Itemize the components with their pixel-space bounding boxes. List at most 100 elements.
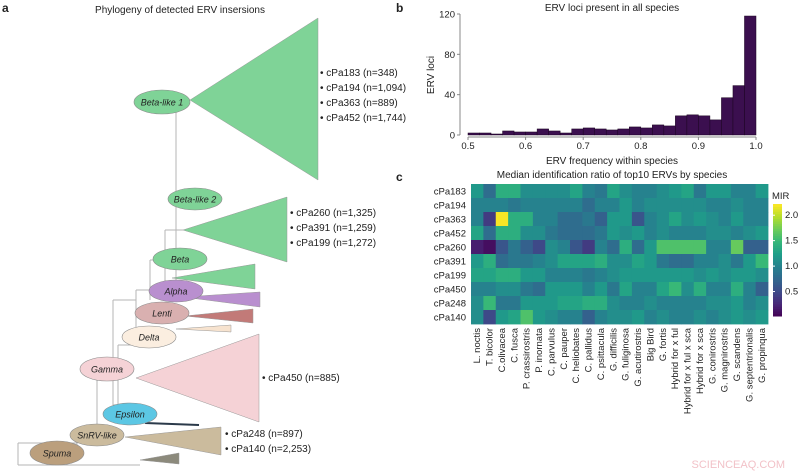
panel-label-a: a (2, 1, 9, 15)
heatmap-cell (570, 310, 583, 325)
clade-triangle-delta (175, 324, 232, 333)
heatmap-cell (755, 282, 769, 297)
erv-label: • cPa183 (n=348) (320, 68, 398, 79)
heatmap-cell (631, 310, 645, 325)
colorbar-segment (773, 233, 782, 237)
colorbar-segment (773, 294, 782, 298)
heatmap-column-label: P. inornata (534, 327, 545, 372)
heatmap-column-label: C. parvulus (546, 328, 557, 376)
heatmap-row-label: cPa260 (434, 243, 466, 254)
heatmap-cell (520, 212, 534, 227)
watermark: SCIENCEAQ.COM (691, 459, 785, 471)
heatmap-cell (483, 254, 497, 269)
x-tick-label: 0.5 (461, 141, 474, 152)
heatmap-cell (495, 268, 509, 283)
colorbar-segment (773, 303, 782, 307)
clade-label-lenti: Lenti (152, 309, 173, 319)
heatmap-cell (743, 310, 757, 325)
clade-triangle-beta-like-2 (182, 196, 288, 263)
heatmap-cell (483, 198, 497, 213)
heatmap-cell (718, 184, 732, 199)
histogram-bar (467, 132, 480, 136)
heatmap-column-label: C.olivacea (497, 327, 508, 372)
heatmap-cell (545, 240, 559, 255)
clade-ellipse-delta (121, 325, 177, 349)
heatmap-cell (681, 184, 695, 199)
heatmap-cell (607, 212, 620, 227)
heatmap-cell (669, 310, 682, 325)
heatmap-cell (570, 296, 583, 311)
heatmap-cell (495, 212, 509, 227)
heatmap-cell (607, 184, 620, 199)
erv-label: • cPa452 (n=1,744) (320, 113, 406, 124)
heatmap-cell (718, 212, 732, 227)
heatmap-cell (644, 282, 658, 297)
heatmap-cell (594, 254, 608, 269)
heatmap-cell (656, 296, 670, 311)
heatmap-cell (570, 226, 583, 241)
heatmap-column-label: Hybrid for x ful x sca (683, 327, 694, 414)
heatmap-column-label: L. noctis (472, 328, 483, 364)
histogram-title: ERV loci present in all species (545, 3, 679, 14)
x-tick-label: 0.7 (577, 141, 590, 152)
heatmap-column-label: G. fuliginosa (621, 327, 632, 381)
histogram-bar (548, 130, 561, 136)
heatmap-cell (520, 310, 534, 325)
colorbar-segment (773, 245, 782, 249)
histogram-bar (479, 132, 492, 136)
colorbar-segment (773, 272, 782, 276)
colorbar-segment (773, 218, 782, 222)
heatmap-cell (508, 226, 521, 241)
x-tick-label: 1.0 (749, 141, 762, 152)
histogram-y-label: ERV loci (426, 56, 437, 94)
heatmap-cell (532, 198, 546, 213)
heatmap-row-label: cPa194 (434, 201, 466, 212)
colorbar-segment (773, 208, 782, 212)
colorbar-segment (773, 286, 782, 290)
colorbar-segment (773, 281, 782, 285)
heatmap-cell (570, 184, 583, 199)
heatmap-cell (669, 212, 682, 227)
colorbar-segment (773, 238, 782, 242)
heatmap-cell (644, 254, 658, 269)
colorbar-title: MIR (772, 191, 790, 202)
heatmap-cell (495, 184, 509, 199)
heatmap-cell (582, 254, 596, 269)
heatmap-cell (755, 240, 769, 255)
heatmap-column-label: G. fortis (658, 328, 669, 362)
heatmap-cell (471, 226, 484, 241)
heatmap-cell (545, 310, 559, 325)
heatmap-cell (743, 198, 757, 213)
colorbar-segment (773, 252, 782, 256)
x-tick-label: 0.6 (519, 141, 532, 152)
heatmap-cell (495, 254, 509, 269)
heatmap-cell (669, 240, 682, 255)
clade-ellipse-gamma (79, 356, 135, 382)
heatmap-cell (545, 184, 559, 199)
heatmap-cell (545, 254, 559, 269)
heatmap-cell (755, 212, 769, 227)
heatmap-cell (656, 310, 670, 325)
heatmap-cell (681, 296, 695, 311)
heatmap-cell (706, 254, 719, 269)
heatmap-cell (594, 282, 608, 297)
panel-label-c: c (396, 170, 403, 184)
heatmap-cell (743, 282, 757, 297)
heatmap-cell (520, 198, 534, 213)
colorbar-segment (773, 255, 782, 259)
heatmap-row-label: cPa140 (434, 313, 466, 324)
histogram-bar (525, 131, 538, 136)
colorbar-segment (773, 306, 782, 310)
clade-triangle-gamma (135, 333, 260, 423)
colorbar-segment (773, 211, 782, 215)
heatmap-cell (669, 268, 682, 283)
heatmap-cell (495, 198, 509, 213)
heatmap-cell (693, 282, 707, 297)
colorbar-segment (773, 230, 782, 234)
heatmap-cell (594, 310, 608, 325)
heatmap-column-label: C. pallidus (584, 328, 595, 373)
clade-triangle-alpha (182, 291, 261, 308)
heatmap-cell (545, 198, 559, 213)
colorbar-segment (773, 225, 782, 229)
histogram-bar (744, 15, 757, 136)
